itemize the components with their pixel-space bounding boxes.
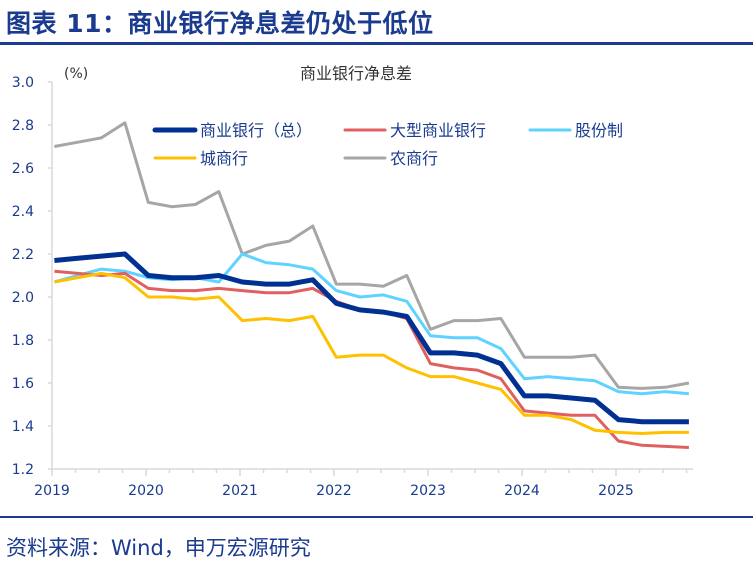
title-divider: [0, 42, 753, 45]
y-tick-label: 1.8: [12, 333, 34, 349]
y-tick-label: 1.6: [12, 376, 34, 392]
y-tick-label: 2.6: [12, 161, 34, 177]
x-tick-label: 2019: [34, 483, 70, 499]
x-tick-label: 2025: [598, 483, 634, 499]
y-axis-unit: (%): [64, 66, 88, 82]
series-line-4: [54, 121, 690, 390]
source-note: 资料来源：Wind，申万宏源研究: [6, 536, 311, 560]
series-line-3: [54, 271, 689, 435]
x-tick-label: 2022: [316, 483, 352, 499]
y-tick-label: 2.8: [12, 118, 34, 134]
chart-title: 商业银行净息差: [300, 64, 412, 83]
x-tick-label: 2024: [504, 483, 540, 499]
legend-label: 商业银行（总）: [200, 121, 312, 140]
source-divider: [0, 516, 753, 518]
figure-title: 图表 11：商业银行净息差仍处于低位: [6, 9, 434, 38]
y-tick-label: 1.2: [12, 462, 34, 478]
y-tick-label: 1.4: [12, 419, 34, 435]
y-tick-label: 2.2: [12, 247, 34, 263]
legend-label: 股份制: [575, 121, 623, 140]
x-tick-label: 2023: [410, 483, 446, 499]
legend-label: 农商行: [390, 149, 438, 168]
y-tick-label: 3.0: [12, 75, 34, 91]
x-tick-label: 2021: [222, 483, 258, 499]
legend-label: 城商行: [200, 149, 248, 168]
y-tick-label: 2.0: [12, 290, 34, 306]
y-tick-label: 2.4: [12, 204, 34, 220]
series-line-0: [54, 251, 689, 425]
x-tick-label: 2020: [128, 483, 164, 499]
legend-label: 大型商业银行: [390, 121, 486, 140]
